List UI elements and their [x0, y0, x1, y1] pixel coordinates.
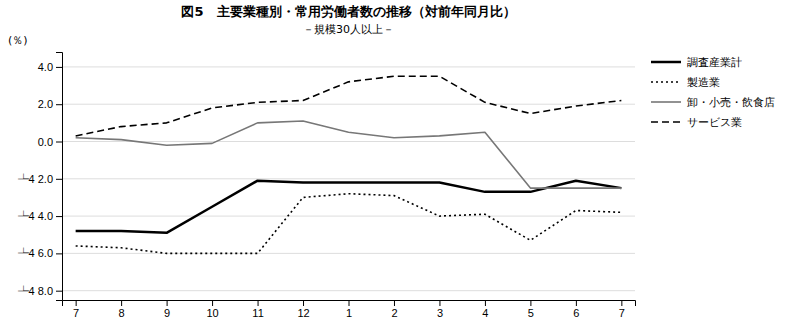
y-tick-mark [56, 142, 62, 143]
grid [62, 67, 635, 291]
y-tick-mark [56, 67, 62, 68]
x-tick-label: 7 [73, 307, 79, 319]
x-tick-label: 9 [164, 307, 170, 319]
legend-item: 調査産業計 [651, 56, 742, 69]
y-tick-mark [56, 216, 62, 217]
legend-label: 調査産業計 [687, 56, 742, 69]
legend-label: サービス業 [687, 116, 742, 129]
y-tick-label: ┶4 6.0 [18, 247, 53, 259]
x-tick-label: 2 [391, 307, 397, 319]
y-tick: ┶4 2.0 [18, 173, 62, 185]
x-tick-label: 11 [252, 307, 263, 319]
x-axis-line [63, 301, 636, 307]
x-tick-mark [76, 300, 77, 306]
series-line [76, 121, 622, 188]
x-tick: 10 [206, 300, 218, 319]
legend-swatch [651, 81, 681, 83]
y-tick-mark [56, 291, 62, 292]
x-tick-mark [576, 300, 577, 306]
x-tick-mark [394, 300, 395, 306]
y-tick-label: 2.0 [38, 98, 53, 110]
x-tick: 5 [528, 300, 534, 319]
x-tick: 6 [573, 300, 579, 319]
grid-line [62, 141, 635, 142]
x-tick-label: 3 [437, 307, 443, 319]
y-tick: 4.0 [38, 61, 62, 73]
y-tick: 2.0 [38, 98, 62, 110]
x-tick-label: 8 [119, 307, 125, 319]
y-tick: ┶4 8.0 [18, 285, 62, 297]
y-axis: 4.0 2.0 0.0 ┶4 2.0 ┶4 4.0 ┶4 6.0 ┶4 8.0 [18, 53, 63, 301]
legend-item: サービス業 [651, 116, 742, 129]
grid-line [62, 290, 635, 291]
x-tick: 8 [119, 300, 125, 319]
chart: 4.02.00.0┶4 2.0┶4 4.0┶4 6.0┶4 8.07891011… [0, 0, 800, 328]
legend-item: 卸・小売・飲食店 [651, 96, 775, 109]
legend-label: 製造業 [687, 76, 720, 89]
x-tick-mark [485, 300, 486, 306]
x-tick-mark [258, 300, 259, 306]
x-tick: 4 [482, 300, 488, 319]
x-tick-mark [212, 300, 213, 306]
grid-line [62, 66, 635, 67]
y-tick-label: 0.0 [38, 136, 53, 148]
x-tick-label: 4 [482, 307, 488, 319]
legend-label: 卸・小売・飲食店 [687, 96, 775, 109]
title: 図5 主要業種別・常用労働者数の推移（対前年同月比） [181, 4, 515, 19]
plot: 4.02.00.0┶4 2.0┶4 4.0┶4 6.0┶4 8.07891011… [18, 53, 636, 319]
x-tick-mark [349, 300, 350, 306]
x-tick: 9 [164, 300, 170, 319]
lines [76, 76, 622, 253]
x-tick-mark [121, 300, 122, 306]
legend-swatch [651, 61, 681, 64]
x-tick-label: 5 [528, 307, 534, 319]
x-tick: 11 [252, 300, 263, 319]
x-tick-mark [439, 300, 440, 306]
x-tick: 1 [346, 300, 352, 319]
y-tick-label: ┶4 8.0 [18, 285, 53, 297]
y-axis-line [56, 53, 63, 301]
x-tick-mark [303, 300, 304, 306]
grid-line [62, 253, 635, 254]
subtitle: －規模30人以上－ [303, 23, 394, 36]
x-tick: 3 [437, 300, 443, 319]
legend-item: 製造業 [651, 76, 720, 89]
series-line [76, 76, 622, 136]
x-tick-label: 6 [573, 307, 579, 319]
legend: 調査産業計製造業卸・小売・飲食店サービス業 [651, 56, 775, 129]
grid-line [62, 216, 635, 217]
x-tick-label: 10 [206, 307, 218, 319]
x-tick-mark [167, 300, 168, 306]
x-tick-mark [621, 300, 622, 306]
x-axis: 7891011121234567 [63, 300, 636, 319]
series-line [76, 194, 622, 254]
x-tick: 12 [297, 300, 309, 319]
x-tick-mark [530, 300, 531, 306]
y-tick: ┶4 6.0 [18, 247, 62, 259]
x-tick: 7 [619, 300, 625, 319]
y-tick-label: ┶4 4.0 [18, 210, 53, 222]
grid-line [62, 104, 635, 105]
y-tick-label: ┶4 2.0 [18, 173, 53, 185]
y-tick: 0.0 [38, 136, 62, 148]
legend-swatch [651, 121, 681, 123]
y-axis-label: (％) [8, 34, 28, 47]
y-tick-mark [56, 104, 62, 105]
y-tick-label: 4.0 [38, 61, 53, 73]
x-tick-label: 12 [297, 307, 309, 319]
y-tick-mark [56, 179, 62, 180]
x-tick: 7 [73, 300, 79, 319]
x-tick-label: 7 [619, 307, 625, 319]
y-tick: ┶4 4.0 [18, 210, 62, 222]
grid-line [62, 178, 635, 179]
legend-swatch [651, 101, 681, 103]
x-tick-label: 1 [346, 307, 352, 319]
x-tick: 2 [391, 300, 397, 319]
y-tick-mark [56, 253, 62, 254]
